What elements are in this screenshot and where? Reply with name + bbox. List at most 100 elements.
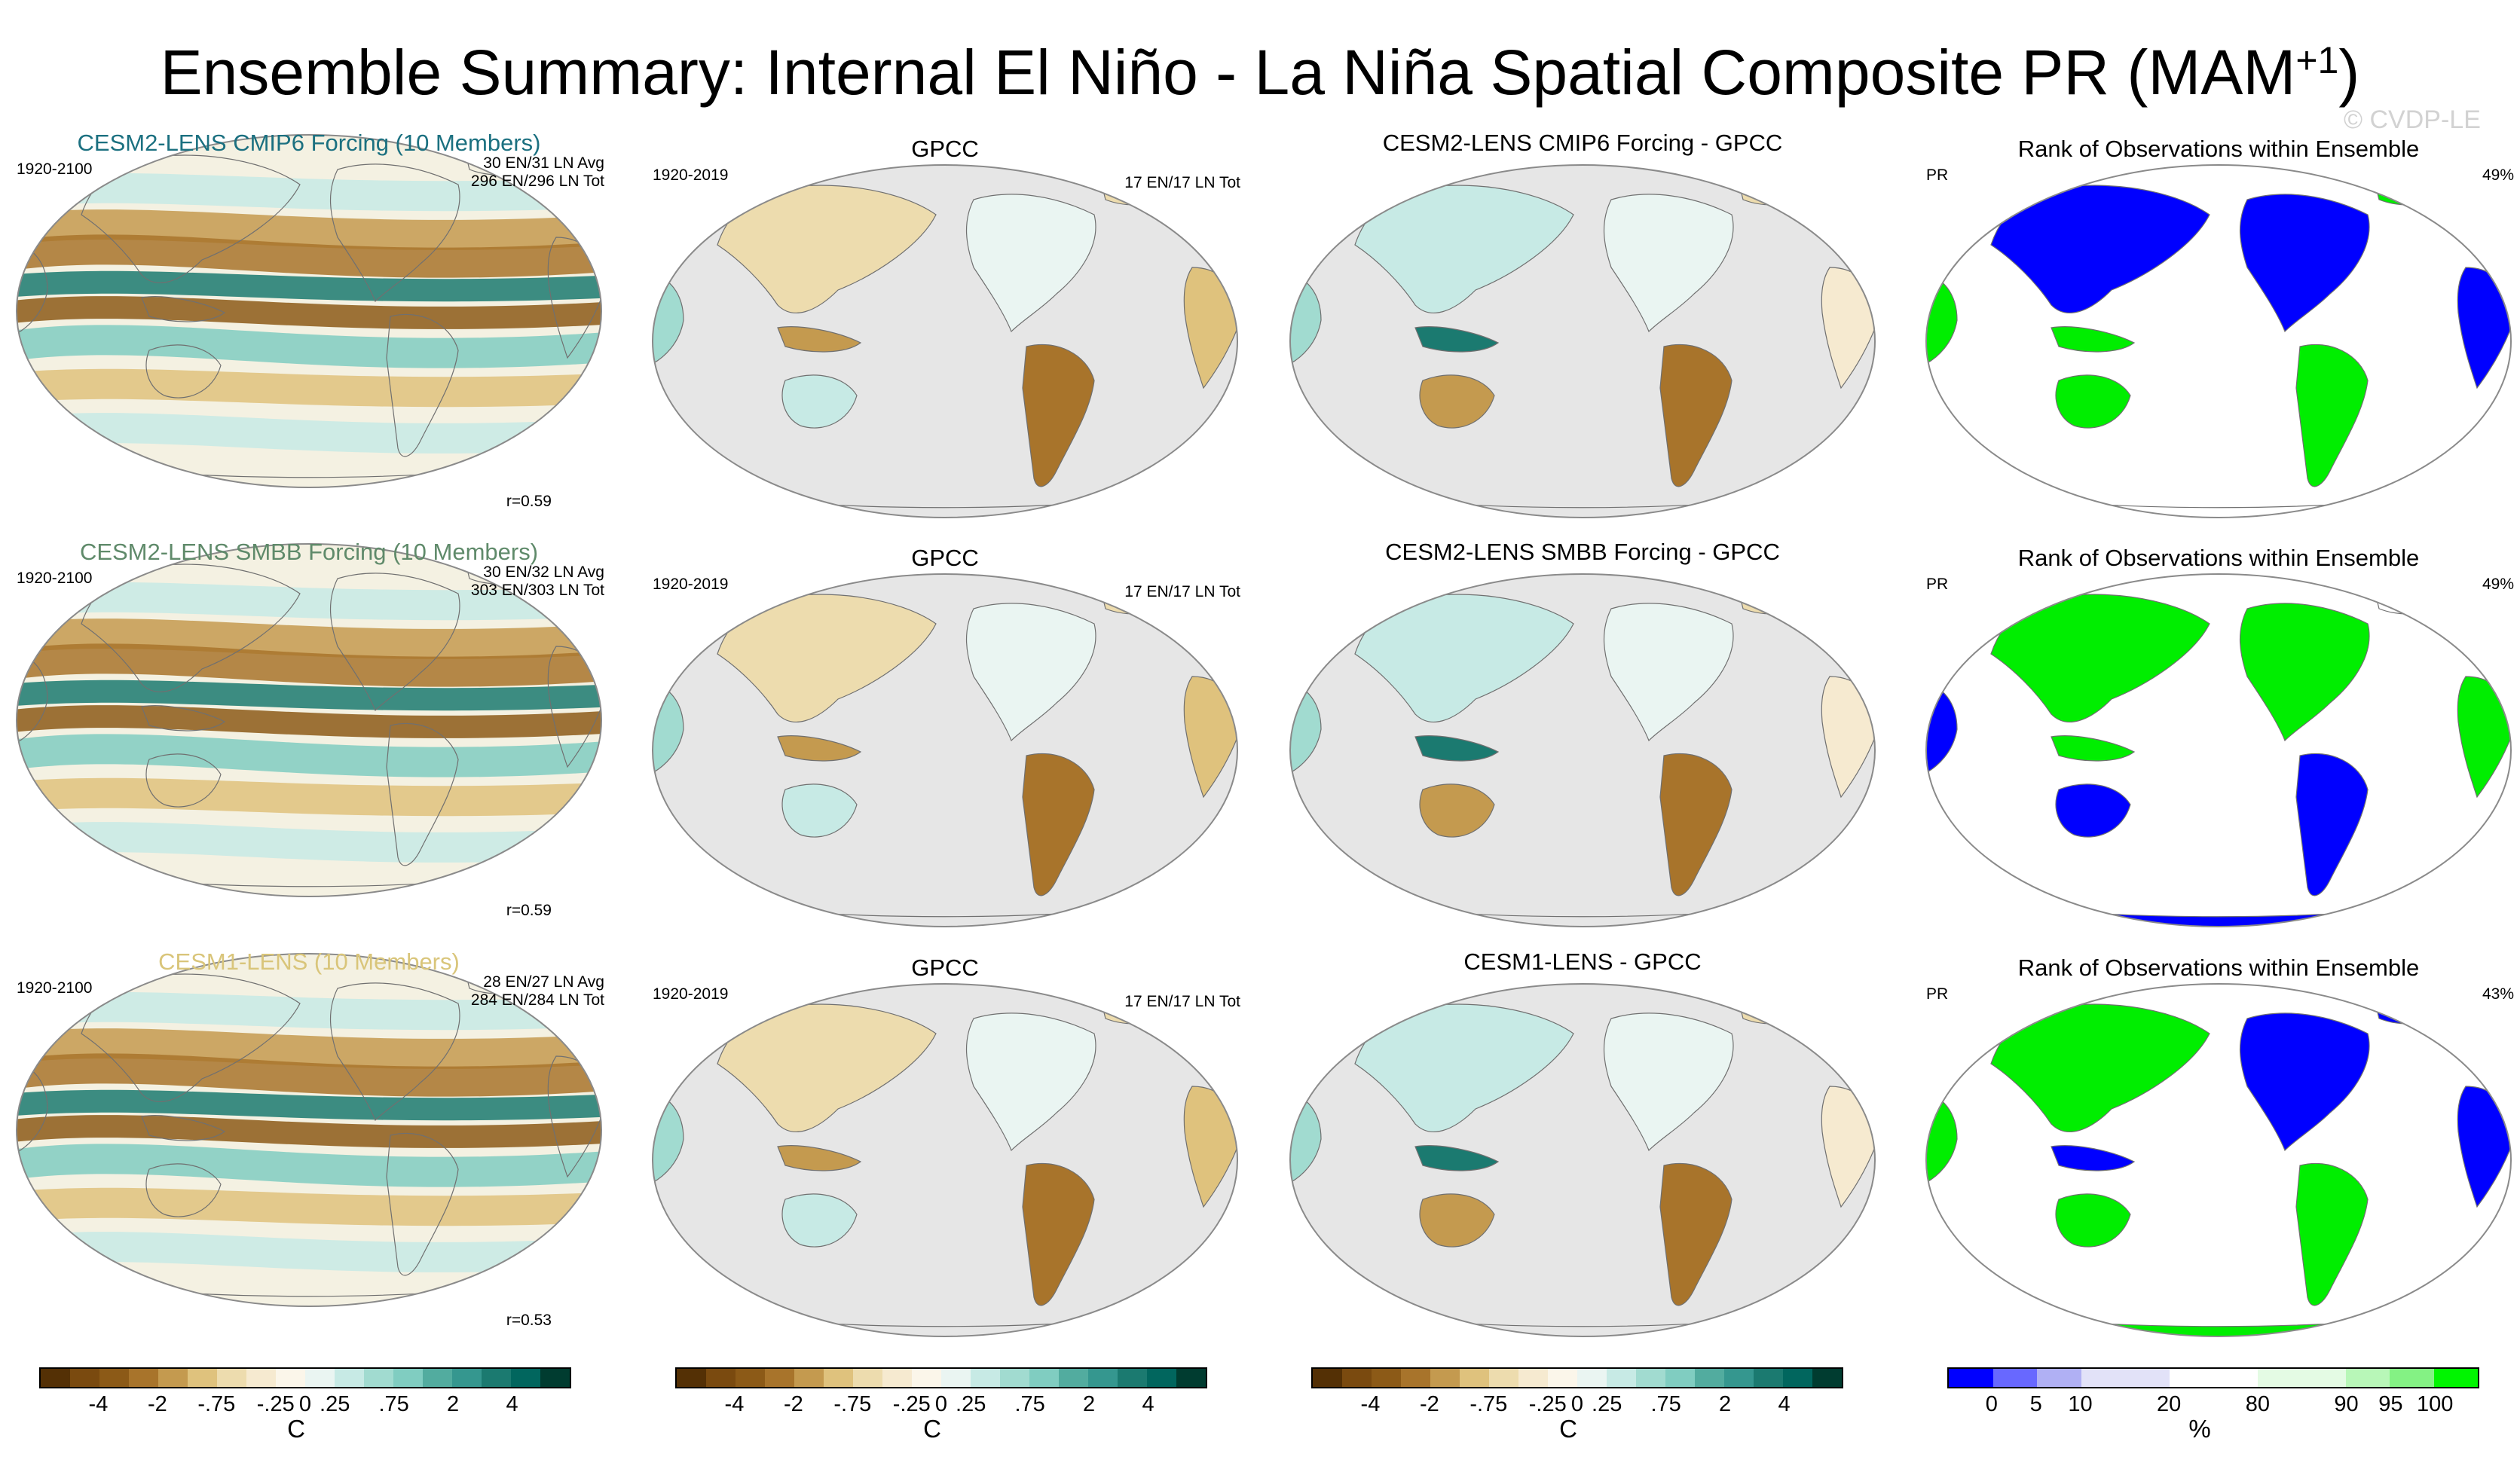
anomaly-band: [17, 1232, 601, 1272]
colorbar-swatch: [1147, 1369, 1176, 1387]
model-panel-title: CESM2-LENS SMBB Forcing (10 Members): [79, 539, 539, 565]
colorbar-swatch: [2169, 1369, 2213, 1387]
pattern-correlation: r=0.59: [506, 902, 552, 919]
colorbar-swatch: [1949, 1369, 1993, 1387]
colorbar-tick-label: .25: [956, 1392, 986, 1416]
asia-region: [717, 185, 937, 313]
colorbar-tick-label: -2: [1419, 1392, 1439, 1416]
colorbar-swatch: [1000, 1369, 1029, 1387]
colorbar-swatch: [540, 1369, 570, 1387]
colorbar-swatch: [1636, 1369, 1665, 1387]
colorbar-swatch: [1118, 1369, 1147, 1387]
north-america-region: [1604, 603, 1734, 742]
colorbar-swatch: [335, 1369, 364, 1387]
maritime-region: [777, 735, 862, 762]
south-america-region: [1659, 1162, 1732, 1306]
rank-panel-title: Rank of Observations within Ensemble: [2017, 136, 2420, 162]
rank-map-svg-0: [1925, 164, 2512, 518]
watermark: © CVDP-LE: [2344, 105, 2481, 134]
obs-map-svg-1: [652, 573, 1238, 927]
colorbar-tick-label: -2: [147, 1392, 167, 1416]
australia-region: [781, 783, 858, 838]
colorbar-swatch: [765, 1369, 794, 1387]
anomaly-band: [17, 270, 601, 302]
difference-map: [1287, 571, 1878, 933]
colorbar-swatch: [2345, 1369, 2390, 1387]
colorbar-tick-label: 2: [1083, 1392, 1096, 1416]
colorbar-swatch: [2301, 1369, 2346, 1387]
colorbar-swatch: [2257, 1369, 2301, 1387]
colorbar-swatch: [1724, 1369, 1754, 1387]
europe-region: [1814, 203, 1875, 245]
diff-map-svg-2: [1289, 983, 1876, 1337]
colorbar-swatch: [1665, 1369, 1695, 1387]
rank-variable: PR: [1926, 166, 1949, 184]
difference-map: [1287, 162, 1878, 524]
difference-panel-title: CESM1-LENS - GPCC: [1463, 948, 1702, 975]
colorbar-tick-label: -4: [724, 1392, 745, 1416]
anomaly-band: [17, 1053, 601, 1097]
colorbar-tick-label: 0: [934, 1392, 948, 1416]
europe-rank-region: [2450, 1022, 2511, 1064]
anomaly-band: [17, 1187, 601, 1226]
colorbar-swatch: [99, 1369, 129, 1387]
colorbar-tick-label: 20: [2157, 1392, 2182, 1416]
europe-region: [1176, 203, 1237, 245]
maritime-region: [777, 1145, 862, 1171]
maritime-rank-region: [2051, 326, 2136, 353]
colorbar-swatch: [423, 1369, 452, 1387]
north-america-rank-region: [2240, 1012, 2370, 1152]
anomaly-band: [17, 1089, 601, 1121]
obs-years: 1920-2019: [653, 985, 729, 1003]
pattern-correlation: r=0.59: [506, 493, 552, 510]
difference-panel-title: CESM2-LENS SMBB Forcing - GPCC: [1385, 539, 1780, 565]
colorbar-tick-label: -.75: [833, 1392, 872, 1416]
colorbar-tick-label: 0: [1570, 1392, 1584, 1416]
model-years: 1920-2100: [17, 160, 93, 178]
colorbar-swatch: [677, 1369, 706, 1387]
model-panel-title: CESM2-LENS CMIP6 Forcing (10 Members): [77, 130, 541, 156]
north-america-region: [966, 1012, 1096, 1152]
colorbar-swatch: [736, 1369, 765, 1387]
model-map: [14, 132, 604, 494]
south-america-region: [1022, 1162, 1095, 1306]
precip-colorbar: [675, 1367, 1207, 1388]
model-avg-count: 30 EN/31 LN Avg: [483, 154, 604, 172]
greenland-region: [1739, 589, 1808, 615]
obs-map: [650, 571, 1240, 933]
rank-map-svg-2: [1925, 983, 2512, 1337]
anomaly-band: [17, 234, 601, 278]
colorbar-swatch: [511, 1369, 540, 1387]
page-title: Ensemble Summary: Internal El Niño - La …: [160, 37, 2360, 108]
obs-years: 1920-2019: [653, 166, 729, 184]
colorbar-swatch: [1754, 1369, 1783, 1387]
anomaly-band: [17, 643, 601, 687]
precip-colorbar: [39, 1367, 571, 1388]
rank-variable: PR: [1926, 576, 1949, 593]
colorbar-swatch: [853, 1369, 882, 1387]
colorbar-tick-label: .75: [378, 1392, 409, 1416]
maritime-rank-region: [2051, 1145, 2136, 1171]
asia-region: [1354, 1003, 1574, 1132]
colorbar-tick-label: -.25: [892, 1392, 931, 1416]
colorbar-swatch: [912, 1369, 941, 1387]
colorbar-swatch: [1430, 1369, 1460, 1387]
south-america-rank-region: [2295, 344, 2369, 487]
anomaly-band: [17, 1144, 601, 1187]
colorbar-swatch: [2125, 1369, 2170, 1387]
colorbar-tick-label: -4: [1360, 1392, 1381, 1416]
anomaly-band: [17, 325, 601, 368]
europe-region: [1814, 612, 1875, 654]
colorbar-swatch: [1548, 1369, 1577, 1387]
colorbar-tick-label: -.25: [1528, 1392, 1567, 1416]
model-map-svg-2: [16, 953, 602, 1307]
colorbar-tick-label: 100: [2416, 1392, 2454, 1416]
australia-rank-region: [2055, 1193, 2131, 1248]
australia-region: [1419, 783, 1495, 838]
model-map-svg-1: [16, 543, 602, 897]
maritime-region: [1414, 735, 1500, 762]
colorbar-swatch: [1783, 1369, 1812, 1387]
colorbar-swatch: [971, 1369, 1000, 1387]
diff-map-svg-0: [1289, 164, 1876, 518]
colorbar-swatch: [1812, 1369, 1842, 1387]
